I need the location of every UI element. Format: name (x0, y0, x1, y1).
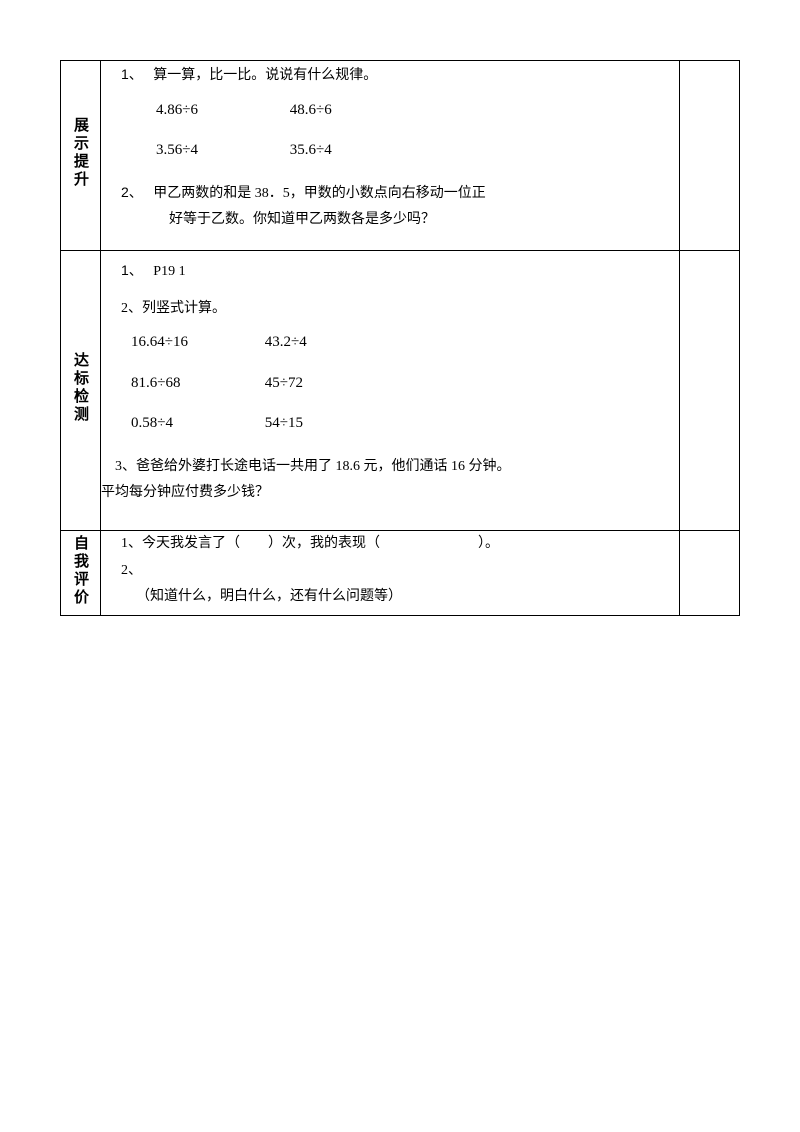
row-header-1: 展示提升 (61, 61, 101, 251)
problem-2-3: 3、爸爸给外婆打长途电话一共用了 18.6 元，他们通话 16 分钟。 (101, 444, 679, 481)
section-title-2: 达标检测 (70, 352, 91, 424)
problem-2-1: 1、 P19 1 (101, 251, 679, 286)
worksheet-table: 展示提升 1、 算一算，比一比。说说有什么规律。 4.86÷6 48.6÷6 3… (60, 60, 740, 616)
problem-1-2: 2、 甲乙两数的和是 38．5，甲数的小数点向右移动一位正 (101, 171, 679, 208)
section-title-3: 自我评价 (70, 535, 91, 607)
content-cell-3: 1、今天我发言了（ ）次，我的表现（ ）。 2、 （知道什么，明白什么，还有什么… (101, 531, 680, 616)
content-cell-1: 1、 算一算，比一比。说说有什么规律。 4.86÷6 48.6÷6 3.56÷4… (101, 61, 680, 251)
math-row-1a: 4.86÷6 48.6÷6 (101, 90, 679, 131)
eval-item-2: 2、 (101, 558, 679, 585)
math-row-2c: 0.58÷4 54÷15 (101, 403, 679, 444)
section-row-2: 达标检测 1、 P19 1 2、列竖式计算。 16.64÷16 43.2÷4 8… (61, 251, 740, 531)
empty-cell-3 (680, 531, 740, 616)
section-row-3: 自我评价 1、今天我发言了（ ）次，我的表现（ ）。 2、 （知道什么，明白什么… (61, 531, 740, 616)
eval-item-2-sub: （知道什么，明白什么，还有什么问题等） (101, 584, 679, 611)
math-row-2a: 16.64÷16 43.2÷4 (101, 322, 679, 363)
row-header-2: 达标检测 (61, 251, 101, 531)
math-row-2b: 81.6÷68 45÷72 (101, 363, 679, 404)
empty-cell-1 (680, 61, 740, 251)
math-row-1b: 3.56÷4 35.6÷4 (101, 130, 679, 171)
eval-item-1: 1、今天我发言了（ ）次，我的表现（ ）。 (101, 531, 679, 558)
problem-1-2-cont: 好等于乙数。你知道甲乙两数各是多少吗？ (101, 207, 679, 234)
empty-cell-2 (680, 251, 740, 531)
problem-2-2: 2、列竖式计算。 (101, 286, 679, 323)
content-cell-2: 1、 P19 1 2、列竖式计算。 16.64÷16 43.2÷4 81.6÷6… (101, 251, 680, 531)
problem-2-3-cont: 平均每分钟应付费多少钱？ (101, 480, 679, 507)
section-row-1: 展示提升 1、 算一算，比一比。说说有什么规律。 4.86÷6 48.6÷6 3… (61, 61, 740, 251)
section-title-1: 展示提升 (70, 117, 91, 189)
row-header-3: 自我评价 (61, 531, 101, 616)
problem-1-1: 1、 算一算，比一比。说说有什么规律。 (101, 61, 679, 90)
